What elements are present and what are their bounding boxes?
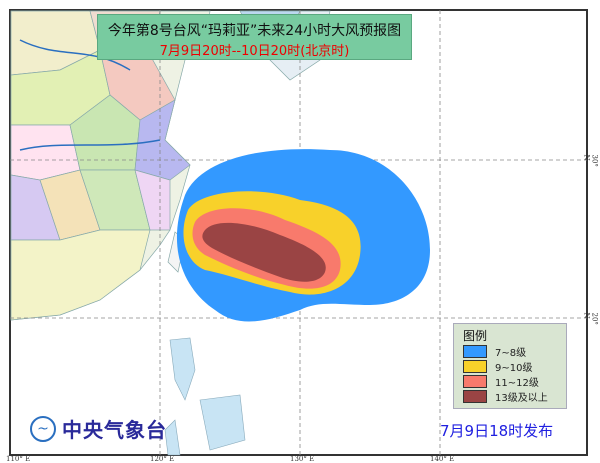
legend-swatch [463, 345, 487, 358]
legend-item: 13级及以上 [463, 390, 548, 404]
philippines [164, 337, 246, 456]
lon-label: 120° E [150, 455, 175, 463]
legend-label: 7~8级 [495, 348, 527, 359]
legend-label: 9~10级 [495, 363, 533, 374]
wind-zone-13-plus [202, 222, 326, 282]
map-subtitle: 7月9日20时--10日20时(北京时) [159, 44, 350, 59]
legend-swatch [463, 390, 487, 403]
legend-label: 13级及以上 [495, 393, 548, 404]
issue-time: 7月9日18时发布 [440, 422, 554, 440]
legend-swatch [463, 375, 487, 388]
lat-label: 30° N [582, 154, 599, 167]
cma-logo-icon: ~ [30, 415, 56, 442]
rivers [19, 39, 161, 151]
legend-label: 11~12级 [495, 378, 539, 389]
legend-item: 7~8级 [463, 345, 527, 359]
legend-item: 11~12级 [463, 375, 539, 389]
lon-label: 140° E [430, 455, 455, 463]
lon-label: 110° E [6, 455, 31, 463]
legend-title: 图例 [463, 329, 488, 343]
legend-swatch [463, 360, 487, 373]
map-title: 今年第8号台风“玛莉亚”未来24小时大风预报图 [107, 23, 402, 39]
agency-logo: ~ 中央气象台 [30, 414, 167, 443]
title-box: 今年第8号台风“玛莉亚”未来24小时大风预报图 7月9日20时--10日20时(… [97, 14, 412, 60]
legend: 图例 7~8级 9~10级 11~12级 13级及以上 [453, 323, 567, 409]
lon-label: 130° E [290, 455, 315, 463]
legend-item: 9~10级 [463, 360, 533, 374]
lat-label: 20° N [582, 312, 599, 325]
agency-name: 中央气象台 [62, 418, 167, 442]
